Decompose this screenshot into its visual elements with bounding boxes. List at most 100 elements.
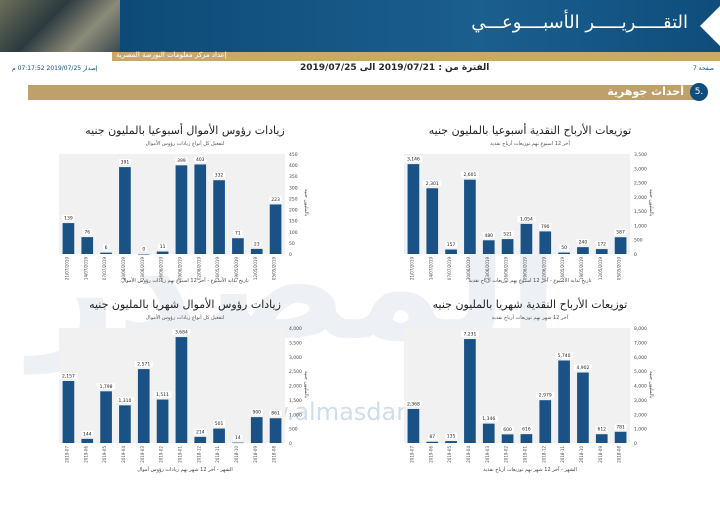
data-label-bg bbox=[59, 372, 78, 379]
bar bbox=[119, 167, 131, 254]
x-tick-label: 2019-03 bbox=[485, 446, 490, 463]
data-label-bg bbox=[501, 426, 514, 433]
data-label: 612 bbox=[597, 427, 606, 433]
x-tick-label: 2019-06 bbox=[83, 446, 88, 463]
bar bbox=[156, 251, 169, 254]
y-tick-label: 3,000 bbox=[634, 166, 647, 172]
bar bbox=[614, 431, 627, 443]
data-label: 2,301 bbox=[426, 181, 439, 187]
bar bbox=[194, 436, 207, 443]
bar bbox=[520, 223, 533, 254]
x-axis-label: تاريخ بداية الأسبوع - آخر 12 اسبوع بهم ت… bbox=[468, 278, 592, 284]
x-tick-label: 2018-08 bbox=[272, 446, 277, 463]
bar bbox=[539, 231, 552, 254]
data-label: 4,902 bbox=[576, 365, 589, 371]
bar bbox=[232, 442, 244, 444]
x-tick-label: 2018-09 bbox=[598, 446, 603, 463]
header-photo bbox=[0, 0, 120, 52]
data-label-bg bbox=[97, 383, 116, 390]
data-label-bg bbox=[520, 426, 533, 433]
y-tick-label: 1,000 bbox=[634, 427, 647, 433]
data-label: 332 bbox=[215, 173, 224, 179]
x-tick-label: 2018-12 bbox=[541, 446, 546, 463]
data-label-bg bbox=[445, 433, 458, 440]
x-tick-label: 2019-01 bbox=[177, 446, 182, 463]
y-tick-label: 400 bbox=[289, 163, 298, 169]
bar bbox=[577, 247, 589, 254]
bar bbox=[81, 237, 94, 254]
x-tick-label: 21/07/2019 bbox=[409, 257, 414, 281]
data-label-bg bbox=[194, 156, 207, 163]
y-tick-label: 2,000 bbox=[289, 384, 302, 390]
y-tick-label: 0 bbox=[634, 441, 637, 447]
data-label: 616 bbox=[522, 427, 531, 433]
bar bbox=[81, 438, 94, 443]
data-label: 587 bbox=[616, 230, 625, 236]
data-label: 861 bbox=[271, 411, 280, 417]
chart-weekly-dividends: توزيعات الأرباح النقدية أسبوعيا بالمليون… bbox=[400, 124, 660, 284]
x-tick-label: 09/06/2019 bbox=[177, 257, 182, 281]
x-tick-label: 02/06/2019 bbox=[196, 257, 201, 281]
bar bbox=[445, 249, 457, 254]
bar bbox=[250, 417, 263, 443]
bar bbox=[100, 252, 112, 254]
report-title: التقـــــريـــــر الأسبــــوعـــي bbox=[471, 12, 688, 33]
data-label-bg bbox=[460, 171, 479, 178]
data-label-bg bbox=[194, 428, 207, 435]
data-label: 135 bbox=[447, 434, 456, 440]
bar bbox=[595, 434, 608, 443]
data-label-bg bbox=[175, 157, 188, 164]
data-label-bg bbox=[158, 243, 168, 250]
x-tick-label: 26/05/2019 bbox=[215, 257, 220, 281]
bar bbox=[426, 188, 439, 254]
chart-subtitle: آخر 12 اسبوع بهم توزيعات أرباح نقدية bbox=[490, 141, 570, 147]
data-label: 6 bbox=[105, 245, 108, 251]
data-label: 23 bbox=[254, 241, 260, 247]
y-tick-label: 150 bbox=[289, 219, 298, 225]
chart-subtitle: آخر 12 شهر بهم توزيعات أرباح نقدية bbox=[491, 315, 569, 321]
data-label: 87 bbox=[429, 434, 435, 440]
x-axis-label: تاريخ بداية الأسبوع - آخر 12 اسبوع بهم ز… bbox=[121, 278, 249, 284]
x-tick-label: 16/06/2019 bbox=[504, 257, 509, 281]
data-label-bg bbox=[517, 215, 536, 222]
plot-area bbox=[59, 154, 285, 254]
bar bbox=[213, 428, 225, 443]
x-tick-label: 2018-11 bbox=[560, 446, 565, 463]
data-label-bg bbox=[595, 241, 608, 248]
data-label: 214 bbox=[196, 429, 205, 435]
x-tick-label: 2018-10 bbox=[234, 446, 239, 463]
data-label: 223 bbox=[271, 197, 280, 203]
data-label-bg bbox=[482, 232, 495, 239]
chart-monthly-dividends: توزيعات الأرباح النقدية شهريا بالمليون ج… bbox=[400, 298, 660, 473]
y-tick-label: 1,000 bbox=[634, 223, 647, 229]
x-tick-label: 2019-03 bbox=[140, 446, 145, 463]
chart-weekly-capital: زيادات رؤوس الأموال أسبوعيا بالمليون جني… bbox=[55, 124, 315, 284]
y-axis-label: بالمليون جنيه bbox=[648, 189, 654, 217]
x-tick-label: 05/05/2019 bbox=[272, 257, 277, 281]
data-label: 1,511 bbox=[156, 392, 169, 398]
data-label-bg bbox=[595, 426, 608, 433]
chart-subtitle: لتفعيل كل أنواع زيادات رؤوس الأموال bbox=[145, 141, 225, 147]
x-tick-label: 30/06/2019 bbox=[466, 257, 471, 281]
x-axis-label: الشهر - آخر 12 شهر بهم توزيعات أرباح نقد… bbox=[483, 467, 577, 473]
x-tick-label: 05/05/2019 bbox=[617, 257, 622, 281]
issued-timestamp: إصدار 2019/07/25 07:17:52 م bbox=[12, 65, 98, 72]
chart-monthly-capital: زيادات رؤوس الأموال شهريا بالمليون جنيه ل… bbox=[55, 298, 315, 473]
data-label: 403 bbox=[196, 157, 205, 163]
data-label-bg bbox=[555, 352, 574, 359]
data-label-bg bbox=[140, 246, 147, 252]
data-label-bg bbox=[423, 180, 442, 187]
x-tick-label: 23/06/2019 bbox=[485, 257, 490, 281]
bar bbox=[558, 360, 570, 443]
y-tick-label: 4,000 bbox=[289, 326, 302, 332]
data-label: 7,231 bbox=[463, 332, 476, 338]
chart-title: توزيعات الأرباح النقدية شهريا بالمليون ج… bbox=[432, 298, 628, 311]
y-tick-label: 50 bbox=[289, 241, 295, 247]
period-row: إصدار 2019/07/25 07:17:52 م الفترة من : … bbox=[0, 63, 720, 77]
x-tick-label: 30/06/2019 bbox=[121, 257, 126, 281]
data-label: 790 bbox=[541, 224, 550, 230]
data-label: 1,310 bbox=[118, 398, 131, 404]
bar bbox=[213, 180, 225, 254]
data-label-bg bbox=[250, 409, 263, 416]
bar bbox=[577, 372, 589, 443]
